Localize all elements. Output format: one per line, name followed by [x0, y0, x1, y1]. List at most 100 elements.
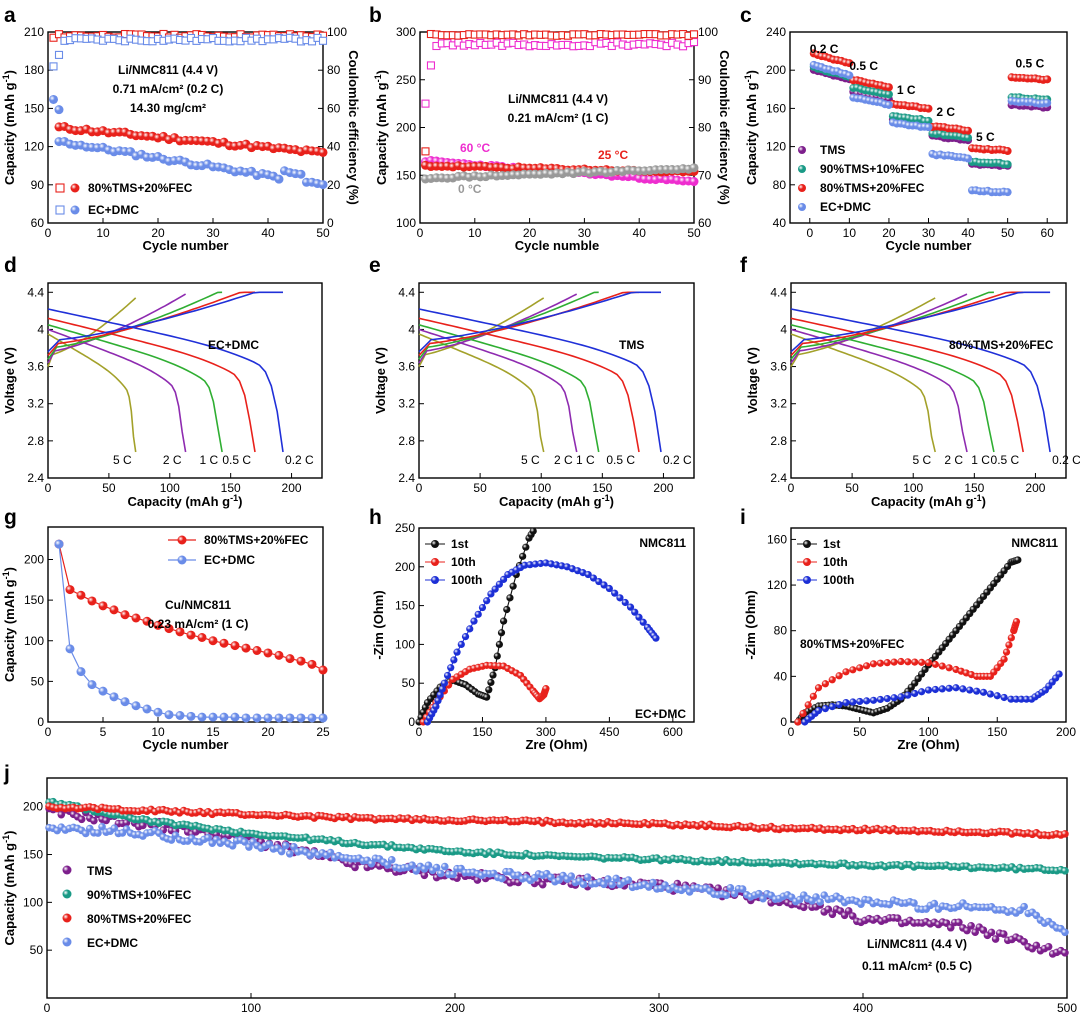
- data-point: [567, 872, 576, 881]
- panel-b: 0 10 20 30 40 50 100 150 200 250 300 Cycle numble Ca…: [369, 4, 732, 253]
- y-axis-label-tail: ): [2, 831, 17, 835]
- data-point: [911, 658, 919, 666]
- data-point: [631, 608, 639, 616]
- y-tick-label: 250: [396, 73, 416, 87]
- y-tick-label: 150: [395, 599, 415, 613]
- panel-label: e: [369, 254, 381, 277]
- data-point: [924, 123, 933, 132]
- data-point: [966, 686, 974, 694]
- plot-frame: [47, 282, 323, 479]
- rate-label: 0.5 C: [849, 59, 878, 73]
- data-point: [420, 871, 429, 880]
- data-point: [474, 610, 482, 618]
- data-point: [639, 618, 647, 626]
- legend-ball: [62, 889, 72, 899]
- x-tick-label: 500: [1057, 1001, 1077, 1014]
- panel-d: 0 50 100 150 200 2.4 2.8 3.2 3.6 4 4.4 Capacity (mA…: [2, 254, 323, 509]
- data-point: [153, 620, 163, 630]
- panel-i: 0 50 100 150 200 0 40 80 120 160 Zre (Ohm) -Zim (Oh…: [740, 506, 1076, 752]
- legend-ball: [177, 555, 187, 565]
- data-point: [285, 849, 294, 858]
- data-point: [624, 876, 633, 884]
- data-point: [616, 594, 624, 602]
- data-point: [54, 539, 64, 549]
- data-point: [153, 707, 163, 717]
- data-point: [447, 664, 455, 672]
- y-tick-label: 200: [24, 553, 44, 567]
- data-point: [142, 616, 152, 626]
- data-point: [809, 692, 817, 700]
- data-point: [49, 62, 58, 71]
- x-tick-label: 150: [221, 481, 241, 495]
- y-axis-label-tail: ): [744, 70, 759, 74]
- y-tick-label: 4.4: [27, 285, 44, 299]
- y-tick-label: 100: [396, 216, 416, 230]
- y2-tick-label: 80: [327, 63, 341, 77]
- data-point: [1020, 902, 1028, 911]
- data-point: [918, 688, 926, 696]
- legend-ball: [62, 913, 72, 923]
- data-point: [1014, 556, 1022, 564]
- x-tick-label: 200: [653, 481, 673, 495]
- y2-axis-label: Coulombic efficiency (%): [717, 50, 732, 205]
- data-point: [583, 873, 592, 881]
- rate-label: 0.2 C: [1052, 453, 1080, 467]
- y-tick-label: 150: [24, 593, 44, 607]
- data-point: [506, 594, 514, 602]
- y-tick-label: 50: [402, 676, 416, 690]
- sample-label: NMC811: [639, 536, 686, 550]
- data-point: [470, 617, 478, 625]
- data-point: [714, 884, 722, 892]
- y-tick-label: 4: [37, 322, 44, 336]
- data-point: [884, 83, 893, 92]
- legend-label: 10th: [823, 555, 848, 569]
- legend-ball: [803, 576, 811, 584]
- y-tick-label: 3.6: [27, 360, 44, 374]
- x-tick-label: 0: [45, 481, 52, 495]
- data-point: [318, 36, 328, 45]
- data-point: [987, 928, 996, 937]
- y2-tick-label: 100: [327, 25, 347, 39]
- x-tick-label: 50: [845, 481, 859, 495]
- x-tick-label: 40: [633, 226, 647, 240]
- x-tick-label: 450: [599, 725, 619, 739]
- data-point: [197, 712, 207, 722]
- data-point: [142, 704, 152, 714]
- x-tick-label: 20: [261, 725, 275, 739]
- x-tick-label: 150: [987, 725, 1007, 739]
- y-tick-label: 4: [408, 322, 415, 336]
- data-point: [931, 660, 939, 668]
- data-point: [285, 654, 295, 664]
- x-tick-label: 100: [903, 481, 923, 495]
- data-point: [986, 690, 994, 698]
- data-point: [794, 718, 802, 726]
- data-point: [600, 581, 608, 589]
- y-axis-label-tail: ): [374, 70, 389, 74]
- x-tick-label: 50: [1001, 226, 1015, 240]
- x-tick-label: 40: [961, 226, 975, 240]
- data-point: [453, 648, 461, 656]
- data-point: [897, 693, 905, 701]
- y-tick-label: 2.8: [770, 434, 787, 448]
- data-point: [844, 907, 853, 915]
- x-tick-label: 0: [416, 725, 423, 739]
- data-point: [493, 652, 501, 660]
- x-tick-label: 150: [592, 481, 612, 495]
- y2-tick-label: 90: [698, 73, 712, 87]
- y-axis-label: -Zim (Ohm): [371, 590, 386, 659]
- annotation: Li/NMC811 (4.4 V): [508, 92, 608, 106]
- data-point: [175, 711, 185, 720]
- data-point: [208, 636, 218, 646]
- rate-label: 1 C: [576, 453, 595, 467]
- data-point: [904, 658, 912, 666]
- plot-frame: [790, 282, 1067, 479]
- data-point: [979, 926, 988, 934]
- data-point: [241, 643, 251, 653]
- y-tick-label: 40: [774, 669, 788, 683]
- plot-frame: [47, 31, 324, 224]
- discharge-curve: [418, 317, 640, 453]
- discharge-curve: [47, 324, 223, 453]
- data-point: [845, 59, 854, 68]
- legend-ball: [62, 937, 72, 947]
- y-tick-label: 100: [24, 634, 44, 648]
